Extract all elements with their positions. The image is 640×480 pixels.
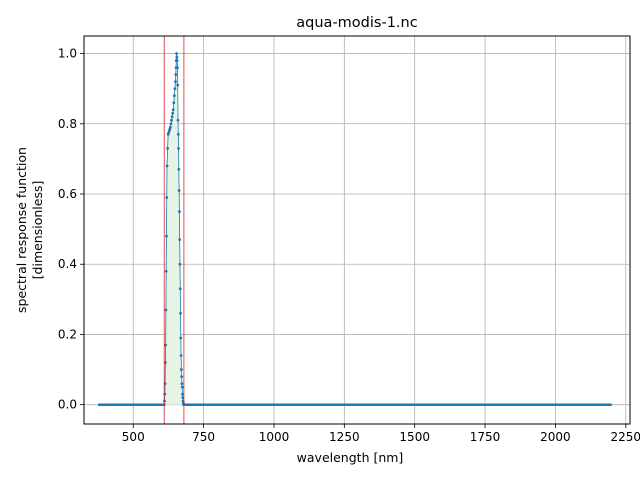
- data-point: [178, 262, 182, 266]
- data-point: [169, 122, 173, 126]
- data-point: [180, 385, 184, 389]
- data-point: [175, 52, 178, 55]
- data-point: [165, 234, 168, 238]
- axes-frame: [83, 35, 631, 425]
- data-point: [169, 125, 172, 129]
- data-point: [177, 146, 180, 150]
- data-point: [176, 132, 180, 136]
- y-tick-label: 0.6: [58, 187, 77, 201]
- x-tick-label: 1250: [329, 430, 360, 444]
- data-point: [174, 80, 177, 84]
- x-tick-label: 1750: [470, 430, 501, 444]
- data-point: [176, 118, 180, 122]
- x-tick-label: 1500: [399, 430, 430, 444]
- data-point: [179, 354, 183, 357]
- data-point: [181, 392, 184, 396]
- data-point: [180, 375, 184, 378]
- data-point: [166, 146, 169, 150]
- band-limit-lines: [163, 36, 185, 424]
- series-line: [163, 53, 185, 406]
- x-tick-label: 750: [192, 430, 215, 444]
- data-point: [172, 101, 176, 105]
- y-axis-ticks: 0.0 0.2 0.4 0.6 0.8 1.0: [58, 47, 84, 412]
- data-point: [173, 87, 177, 91]
- data-point: [175, 55, 179, 59]
- data-point: [180, 382, 184, 386]
- x-tick-label: 1000: [259, 430, 290, 444]
- data-point: [179, 368, 183, 371]
- y-axis-label: spectral response function [dimensionles…: [14, 147, 45, 313]
- data-point: [165, 196, 169, 199]
- data-point: [170, 115, 174, 119]
- data-point: [174, 73, 178, 77]
- x-tick-label: 2000: [540, 430, 571, 444]
- x-tick-label: 500: [122, 430, 145, 444]
- x-axis-label: wavelength [nm]: [297, 450, 404, 465]
- y-axis-label-line-1: spectral response function: [14, 147, 29, 313]
- data-point: [171, 108, 175, 112]
- y-tick-label: 0.4: [58, 257, 77, 271]
- data-point: [170, 118, 173, 122]
- data-point: [165, 164, 169, 168]
- data-point: [164, 343, 168, 347]
- data-point: [172, 94, 176, 98]
- y-axis-label-line-2: [dimensionless]: [30, 181, 45, 280]
- data-point: [176, 66, 179, 70]
- data-point: [181, 396, 185, 400]
- x-axis-ticks: 500 750 1000 1250 1500 1750 2000 2250: [122, 424, 640, 444]
- band-area: [164, 53, 184, 405]
- data-point: [177, 189, 181, 192]
- y-tick-label: 0.2: [58, 327, 77, 341]
- data-point: [175, 59, 179, 62]
- data-point: [163, 392, 167, 396]
- data-point: [179, 336, 183, 340]
- y-tick-label: 0.8: [58, 117, 77, 131]
- data-point: [171, 111, 175, 115]
- data-point: [179, 311, 182, 315]
- data-point: [178, 287, 182, 291]
- data-point: [164, 269, 168, 273]
- band-fill: [164, 53, 184, 405]
- x-tick-label: 2250: [611, 430, 640, 444]
- chart-title: aqua-modis-1.nc: [296, 15, 417, 31]
- data-point: [177, 168, 181, 171]
- data-point: [163, 361, 167, 364]
- data-point: [176, 83, 180, 87]
- y-tick-label: 0.0: [58, 398, 77, 412]
- data-point: [164, 308, 168, 312]
- data-point: [178, 238, 182, 242]
- y-tick-label: 1.0: [58, 47, 77, 61]
- data-point: [178, 210, 181, 213]
